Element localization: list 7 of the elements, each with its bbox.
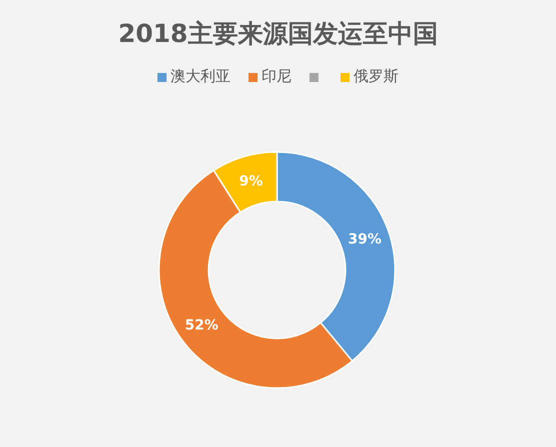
data-label: 52%	[184, 318, 218, 334]
data-label: 39%	[348, 231, 382, 248]
chart-title: 2018主要来源国发运至中国	[118, 19, 438, 48]
legend-label: 澳大利亚	[170, 67, 230, 85]
legend-label: 俄罗斯	[354, 67, 398, 85]
data-label: 9%	[239, 173, 263, 190]
legend-label: 印尼	[262, 67, 292, 85]
